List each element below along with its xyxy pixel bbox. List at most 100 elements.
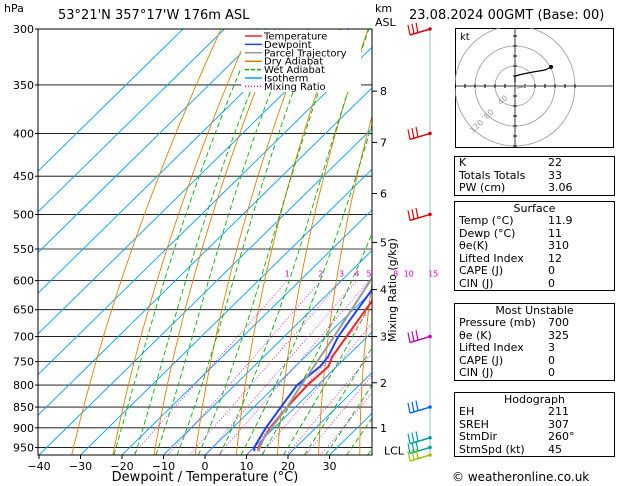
- table-row: CAPE (J) 0: [455, 353, 614, 368]
- mixing-ratio-line: [189, 280, 342, 455]
- mixing-ratio-label: 10: [404, 270, 414, 279]
- most-unstable-table: Most Unstable Pressure (mb) 700 θe (K) 325 Li…: [454, 303, 615, 381]
- table-row: EH 211: [455, 405, 614, 419]
- isotherm-line: [38, 29, 308, 294]
- isotherm-line: [38, 127, 372, 455]
- x-axis-title: Dewpoint / Temperature (°C): [112, 470, 299, 485]
- wet-adiabat: [134, 29, 277, 455]
- table-row: K 22: [455, 156, 614, 170]
- dry-adiabat: [440, 29, 445, 455]
- x-tick-label: −40: [27, 460, 50, 473]
- dry-adiabat: [71, 29, 222, 455]
- row-label: Temp (°C): [459, 214, 514, 227]
- row-label: K: [459, 156, 467, 169]
- table-row: CAPE (J) 0: [455, 264, 614, 278]
- hodograph-unit: kt: [460, 32, 470, 43]
- pressure-tick-label: 350: [13, 79, 34, 92]
- pressure-tick-label: 650: [13, 304, 34, 317]
- row-label: Lifted Index: [459, 251, 524, 265]
- pressure-tick-label: 850: [13, 401, 34, 414]
- km-tick-label: 4: [380, 284, 387, 297]
- pressure-tick-label: 500: [13, 208, 34, 221]
- row-value: 12: [548, 251, 562, 265]
- pressure-tick-label: 600: [13, 275, 34, 288]
- indices-table: K 22 Totals Totals 33 PW (cm) 3.06: [454, 156, 615, 196]
- wind-barb-flag: [407, 129, 411, 140]
- x-tick-label: 0: [202, 460, 209, 473]
- row-label: CAPE (J): [459, 353, 504, 367]
- row-value: 3: [548, 341, 555, 354]
- wet-adiabat: [261, 232, 372, 455]
- wet-adiabat: [113, 29, 259, 455]
- wind-barb-flag: [411, 331, 415, 342]
- wind-barb-point: [428, 27, 432, 31]
- row-label: Totals Totals: [459, 168, 526, 182]
- legend-label: Wet Adiabat: [264, 65, 325, 76]
- isotherm-line: [80, 168, 372, 455]
- wind-barb: [409, 132, 431, 141]
- wind-barb-flag: [411, 449, 415, 460]
- wind-barb-flag: [411, 209, 415, 220]
- wind-barb-flag: [407, 433, 411, 444]
- dry-adiabat: [318, 114, 372, 455]
- table-row: Dewp (°C) 11: [455, 226, 614, 241]
- table-row: CIN (J) 0: [455, 277, 614, 291]
- table-row: PW (cm) 3.06: [455, 181, 614, 195]
- row-label: CIN (J): [459, 366, 494, 379]
- wind-barbs: [407, 22, 432, 462]
- wind-barb-point: [428, 405, 432, 409]
- wind-barb-flag: [411, 128, 415, 139]
- wind-barb-point: [428, 435, 432, 440]
- table-row: θe (K) 325: [455, 329, 614, 343]
- pressure-tick-label: 900: [13, 422, 34, 435]
- pressure-tick-label: 300: [13, 23, 34, 36]
- hodograph-table: Hodograph EH 211 SREH 307 StmDir 260° StmSpd (k…: [454, 392, 615, 457]
- isotherm-line: [246, 331, 372, 455]
- row-value: 22: [548, 156, 562, 169]
- wind-barb-flag: [415, 22, 419, 33]
- wet-adiabat: [155, 29, 296, 455]
- wind-barb-point: [428, 131, 432, 136]
- row-value: 11: [548, 226, 562, 240]
- wind-barb-flag: [415, 440, 419, 452]
- row-value: 11.9: [548, 214, 573, 227]
- isotherm-line: [287, 372, 372, 455]
- surface-table: Surface Temp (°C) 11.9 Dewp (°C) 11 θe(K) 310 L…: [454, 201, 615, 291]
- copyright-label: © weatheronline.co.uk: [452, 470, 590, 484]
- wind-barb-flag: [407, 210, 411, 221]
- x-tick-label: 30: [323, 460, 337, 473]
- wind-barb-flag: [407, 24, 411, 36]
- location-label: 53°21'N 357°17'W 176m ASL: [58, 8, 250, 23]
- dry-adiabat: [359, 278, 372, 455]
- x-tick-label: −10: [152, 460, 175, 473]
- wind-barb: [409, 406, 431, 414]
- wind-barb-flag: [411, 23, 415, 34]
- row-label: Lifted Index: [459, 341, 524, 354]
- wind-barb: [409, 446, 431, 455]
- dry-adiabat: [276, 29, 369, 455]
- pressure-tick-label: 700: [13, 331, 34, 344]
- wind-barb-flag: [415, 126, 419, 138]
- wind-barb: [409, 28, 431, 36]
- table-row: SREH 307: [455, 417, 614, 432]
- wind-barb: [409, 213, 431, 222]
- lcl-label: LCL: [384, 444, 405, 457]
- dry-adiabat: [112, 29, 251, 455]
- km-tick-label: 8: [380, 85, 387, 98]
- asl-axis-label: ASL: [375, 16, 396, 29]
- wind-barb-flag: [415, 330, 419, 341]
- table-row: StmDir 260°: [455, 430, 614, 444]
- legend-label: Dry Adiabat: [264, 57, 323, 68]
- isotherm-line: [163, 249, 372, 455]
- row-value: 0: [548, 353, 555, 367]
- mixing-ratio-label: 15: [428, 270, 438, 279]
- table-row: Lifted Index 3: [455, 341, 614, 355]
- table-row: Temp (°C) 11.9: [455, 214, 614, 228]
- table-section-title: Most Unstable: [495, 304, 574, 317]
- mixing-ratio-line: [205, 280, 358, 455]
- skewt-axes: 3003504004505005506006507007508008509009…: [13, 23, 438, 473]
- pressure-tick-label: 400: [13, 127, 34, 140]
- x-tick-label: 10: [240, 460, 254, 473]
- row-value: 307: [548, 417, 569, 431]
